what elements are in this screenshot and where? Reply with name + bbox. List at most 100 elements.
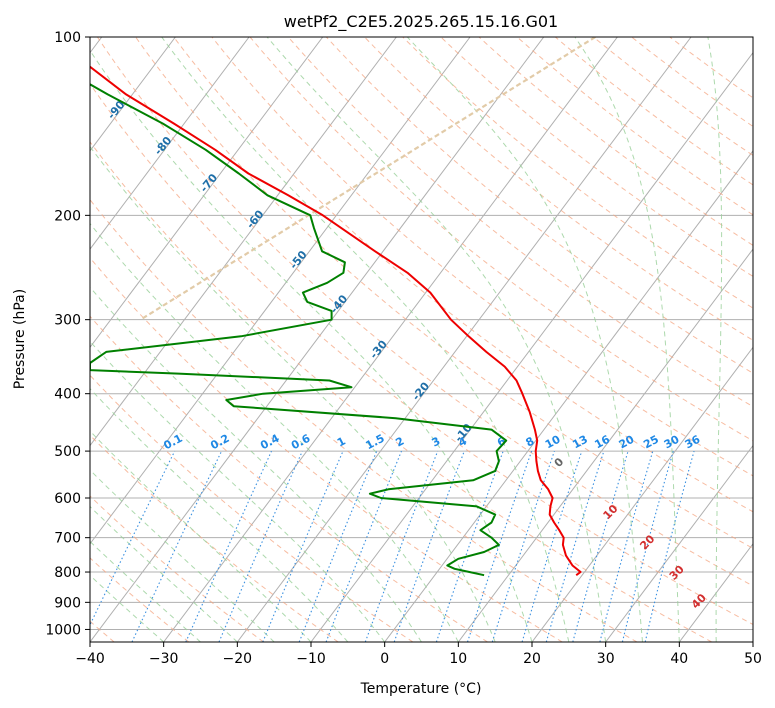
x-tick-label: −20 [223,651,253,667]
mixing-ratio-label: 25 [641,433,661,452]
y-tick-label: 600 [54,491,81,507]
isobar-grid [90,37,753,630]
mixing-ratio-label: 30 [662,433,682,452]
isotherm-line [310,51,753,642]
moist-adiabat-line [90,145,496,642]
mixing-ratio-line [521,450,583,642]
moist-adiabat-line [90,340,386,642]
dewpoint-profile-line [90,83,508,577]
plot-area: 0.10.20.40.611.52346810131620253036-100-… [90,37,753,642]
y-tick-label: 900 [54,595,81,611]
x-tick-label: −10 [296,651,326,667]
x-tick-label: 30 [597,651,615,667]
dry-adiabat-line [402,37,753,309]
x-tick-label: 10 [449,651,467,667]
mixing-ratio-line [262,450,344,642]
dry-adiabat-line [135,37,753,549]
dry-adiabat-line [90,374,414,642]
dry-adiabat-line [96,37,753,587]
y-axis: 100 200 300 400 500 600 700 800 900 1000 [45,30,90,638]
mixing-ratio-label: 20 [617,433,637,452]
dry-adiabat-line [90,141,712,642]
x-tick-label: 50 [744,651,762,667]
isotherm-line [90,37,250,250]
dry-adiabat-line [325,37,753,374]
isotherm-line [236,37,692,642]
y-tick-label: 100 [54,30,81,46]
moist-adiabat-line [574,37,680,642]
mixing-ratio-label: 16 [592,433,612,452]
x-tick-label: 40 [670,651,688,667]
moist-adiabat-line [90,540,201,642]
isotherm-line [90,37,324,349]
moist-adiabat-line [707,37,723,642]
moist-adiabat-line [90,469,275,642]
x-tick-label: −30 [149,651,179,667]
moist-adiabat-line [90,222,459,642]
isotherm-line [90,37,397,447]
mixing-ratio-line [90,450,176,627]
moist-adiabat-line [90,49,533,642]
dry-adiabat-line [173,37,753,513]
moist-adiabat-line [90,387,349,642]
isotherm-line [457,248,753,642]
y-tick-label: 200 [54,208,81,224]
dry-adiabat-line [249,37,753,442]
mixing-ratio-lines [90,450,695,642]
special-curve [139,37,596,321]
x-tick-label: 20 [523,651,541,667]
moist-adiabat-line [90,574,165,642]
mixing-ratio-line [466,450,533,642]
y-tick-label: 400 [54,387,81,403]
dry-adiabat-line [364,37,753,341]
x-tick-label: 0 [380,651,389,667]
mixing-ratio-line [491,450,555,642]
isotherm-line [90,37,545,642]
dry-adiabat-line [211,37,753,477]
mixing-ratio-line [644,450,695,642]
dry-adiabat-line [287,37,753,408]
mixing-ratio-line [435,450,504,642]
y-tick-label: 500 [54,444,81,460]
isotherm-line [90,37,176,152]
dry-adiabat-line [554,37,753,186]
isotherm-line [531,346,753,642]
mixing-ratio-line [185,450,273,642]
moist-adiabat-line [406,37,643,642]
y-tick-label: 300 [54,313,81,329]
y-tick-label: 800 [54,565,81,581]
mixing-ratio-line [218,450,303,642]
reference-curve [139,37,596,321]
x-axis: −40 −30 −20 −10 0 10 20 30 40 50 [75,642,762,667]
mixing-ratio-label: 13 [570,433,590,452]
mixing-ratio-line [572,450,629,642]
moist-adiabats [90,37,723,642]
dry-adiabat-line [90,198,638,642]
chart-title: wetPf2_C2E5.2025.265.15.16.G01 [284,12,558,32]
mixing-ratio-line [599,450,654,642]
moist-adiabat-line [90,430,312,642]
isotherm-grid [90,37,753,642]
y-tick-label: 700 [54,531,81,547]
temperature-profile-line [90,65,582,577]
x-axis-label: Temperature (°C) [360,681,482,697]
isotherm-line [163,37,618,642]
dry-adiabat-line [593,37,753,157]
mixing-ratio-line [621,450,674,642]
plot-frame [89,36,754,643]
moist-adiabat-line [266,37,607,642]
isotherm-line [384,150,753,642]
mixing-ratio-line [131,450,223,642]
y-tick-label: 1000 [45,622,81,638]
isotherm-line [90,37,471,545]
y-axis-label: Pressure (hPa) [12,289,28,389]
isotherm-line [605,444,753,642]
sounding-profiles [90,65,582,577]
mixing-ratio-label: 10 [543,433,563,452]
dry-adiabats [90,37,753,642]
x-tick-label: −40 [75,651,105,667]
dry-adiabat-line [90,83,753,626]
mixing-ratio-line [545,450,605,642]
mixing-ratio-label: 36 [683,433,703,452]
